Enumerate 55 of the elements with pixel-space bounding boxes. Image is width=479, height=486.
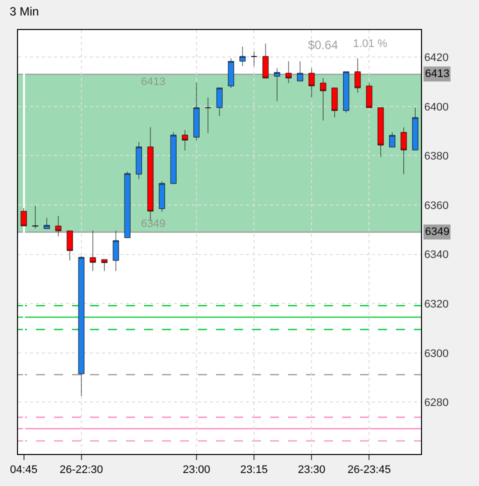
candlestick [297, 61, 304, 82]
y-tick-label: 6340 [424, 249, 449, 262]
candlestick [158, 181, 165, 212]
candlestick [124, 171, 130, 238]
x-tick-label: 23:00 [182, 464, 210, 476]
candlestick [378, 107, 384, 158]
annotation: 6413 [141, 76, 166, 88]
candlestick [389, 132, 396, 148]
candlestick [262, 43, 269, 78]
candlestick [182, 130, 188, 151]
candlestick [412, 107, 418, 150]
candlestick [170, 132, 177, 184]
candlestick [66, 230, 73, 261]
candlestick [239, 46, 246, 66]
y-tick-label: 6360 [424, 200, 449, 212]
x-tick-label: 23:15 [240, 464, 268, 476]
y-tick-label: 6300 [424, 348, 449, 360]
annotation: $0.64 [308, 38, 338, 52]
candlestick [332, 88, 338, 118]
y-tick-label: 6400 [424, 101, 449, 114]
y-tick-label: 6380 [424, 150, 449, 163]
candlestick [286, 61, 292, 84]
x-tick-label: 23:30 [298, 464, 326, 476]
y-tick-label: 6420 [424, 52, 449, 64]
candlestick [101, 259, 108, 272]
candlestick [320, 78, 326, 121]
candlestick [78, 256, 84, 396]
candlestick [308, 68, 315, 98]
candlestick [400, 127, 407, 174]
candlestick [193, 82, 200, 141]
candlestick [44, 218, 50, 229]
candlestick [32, 206, 38, 229]
candlestick [228, 58, 234, 88]
ref-line-label: 6349 [425, 226, 450, 238]
candlestick [354, 58, 361, 94]
annotation: 1.01 % [353, 38, 388, 50]
ref-line-label: 6413 [425, 68, 450, 80]
candlestick [366, 82, 372, 108]
x-tick-label: 04:45 [10, 464, 38, 476]
candlestick [274, 68, 280, 102]
candlestick [55, 216, 62, 237]
candlestick [90, 230, 96, 272]
candlestick [112, 230, 119, 272]
candlestick [250, 51, 258, 66]
candlestick [136, 142, 142, 180]
candlestick [20, 208, 27, 226]
candlestick [204, 97, 212, 134]
y-tick-label: 6320 [424, 298, 449, 310]
y-tick-label: 6280 [424, 397, 449, 410]
chart-title: 3 Min [10, 4, 39, 19]
x-tick-label: 26-23:45 [347, 464, 391, 476]
candlestick [216, 88, 223, 116]
annotation: 6349 [141, 218, 166, 230]
x-tick-label: 26-22:30 [60, 464, 104, 476]
candlestick [343, 71, 350, 113]
